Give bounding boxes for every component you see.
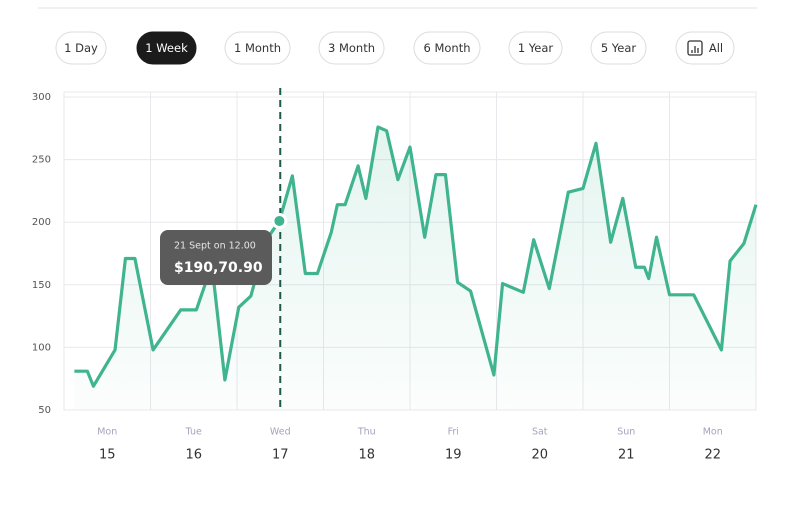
x-weekday-label: Sat — [532, 427, 548, 438]
range-button[interactable]: 1 Day — [55, 31, 107, 65]
line — [74, 125, 758, 388]
x-tick-label: 20 — [531, 448, 548, 463]
plot: 50 100 150 200 250 300 Mon 15 Tue 16 Wed 17 Thu 18 Fri… — [32, 88, 758, 463]
x-tick-label: 18 — [358, 448, 375, 463]
y-tick-label: 250 — [32, 155, 51, 166]
range-button[interactable]: 3 Month — [318, 31, 385, 65]
button-bg — [224, 31, 291, 65]
tooltip-date: 21 Sept on 12.00 — [174, 241, 256, 252]
button-bg — [136, 31, 197, 65]
highlight-point — [271, 212, 288, 229]
tooltip-value: $190,70.90 — [174, 260, 263, 276]
button-bg — [675, 31, 735, 65]
y-tick-label: 150 — [32, 280, 51, 291]
range-button[interactable]: 5 Year — [590, 31, 647, 65]
button-bg — [55, 31, 107, 65]
tooltip-bg — [160, 230, 272, 285]
range-button[interactable]: All — [675, 31, 735, 65]
x-weekday-label: Wed — [270, 427, 291, 438]
x-weekday-label: Thu — [357, 427, 376, 438]
x-tick-label: 19 — [445, 448, 462, 463]
button-label: 1 Week — [145, 41, 188, 55]
button-bg — [318, 31, 385, 65]
x-tick-label: 22 — [704, 448, 721, 463]
range-button[interactable]: 1 Week — [136, 31, 197, 65]
y-tick-label: 200 — [32, 217, 51, 228]
button-bg — [590, 31, 647, 65]
x-weekday-label: Tue — [185, 427, 202, 438]
y-tick-label: 100 — [32, 342, 51, 353]
y-tick-label: 300 — [32, 92, 51, 103]
range-buttons: 1 Day 1 Week 1 Month 3 Month 6 Month 1 Year 5 … — [55, 31, 735, 65]
button-label: All — [709, 41, 723, 55]
range-button[interactable]: 6 Month — [413, 31, 481, 65]
button-label: 6 Month — [423, 41, 470, 55]
x-tick-label: 16 — [185, 448, 202, 463]
x-tick-label: 21 — [618, 448, 635, 463]
range-button[interactable]: 1 Month — [224, 31, 291, 65]
button-label: 5 Year — [601, 41, 637, 55]
x-weekday-label: Sun — [617, 427, 635, 438]
x-weekday-label: Mon — [703, 427, 723, 438]
x-tick-label: 17 — [272, 448, 289, 463]
button-bg — [508, 31, 563, 65]
button-label: 1 Month — [234, 41, 281, 55]
x-weekday-label: Fri — [448, 427, 459, 438]
range-button[interactable]: 1 Year — [508, 31, 563, 65]
x-weekday-label: Mon — [97, 427, 117, 438]
button-bg — [413, 31, 481, 65]
button-label: 3 Month — [328, 41, 375, 55]
x-tick-label: 15 — [99, 448, 116, 463]
chart-icon — [687, 40, 703, 56]
button-label: 1 Day — [64, 41, 98, 55]
area — [74, 127, 756, 410]
y-tick-label: 50 — [38, 405, 51, 416]
button-label: 1 Year — [518, 41, 554, 55]
